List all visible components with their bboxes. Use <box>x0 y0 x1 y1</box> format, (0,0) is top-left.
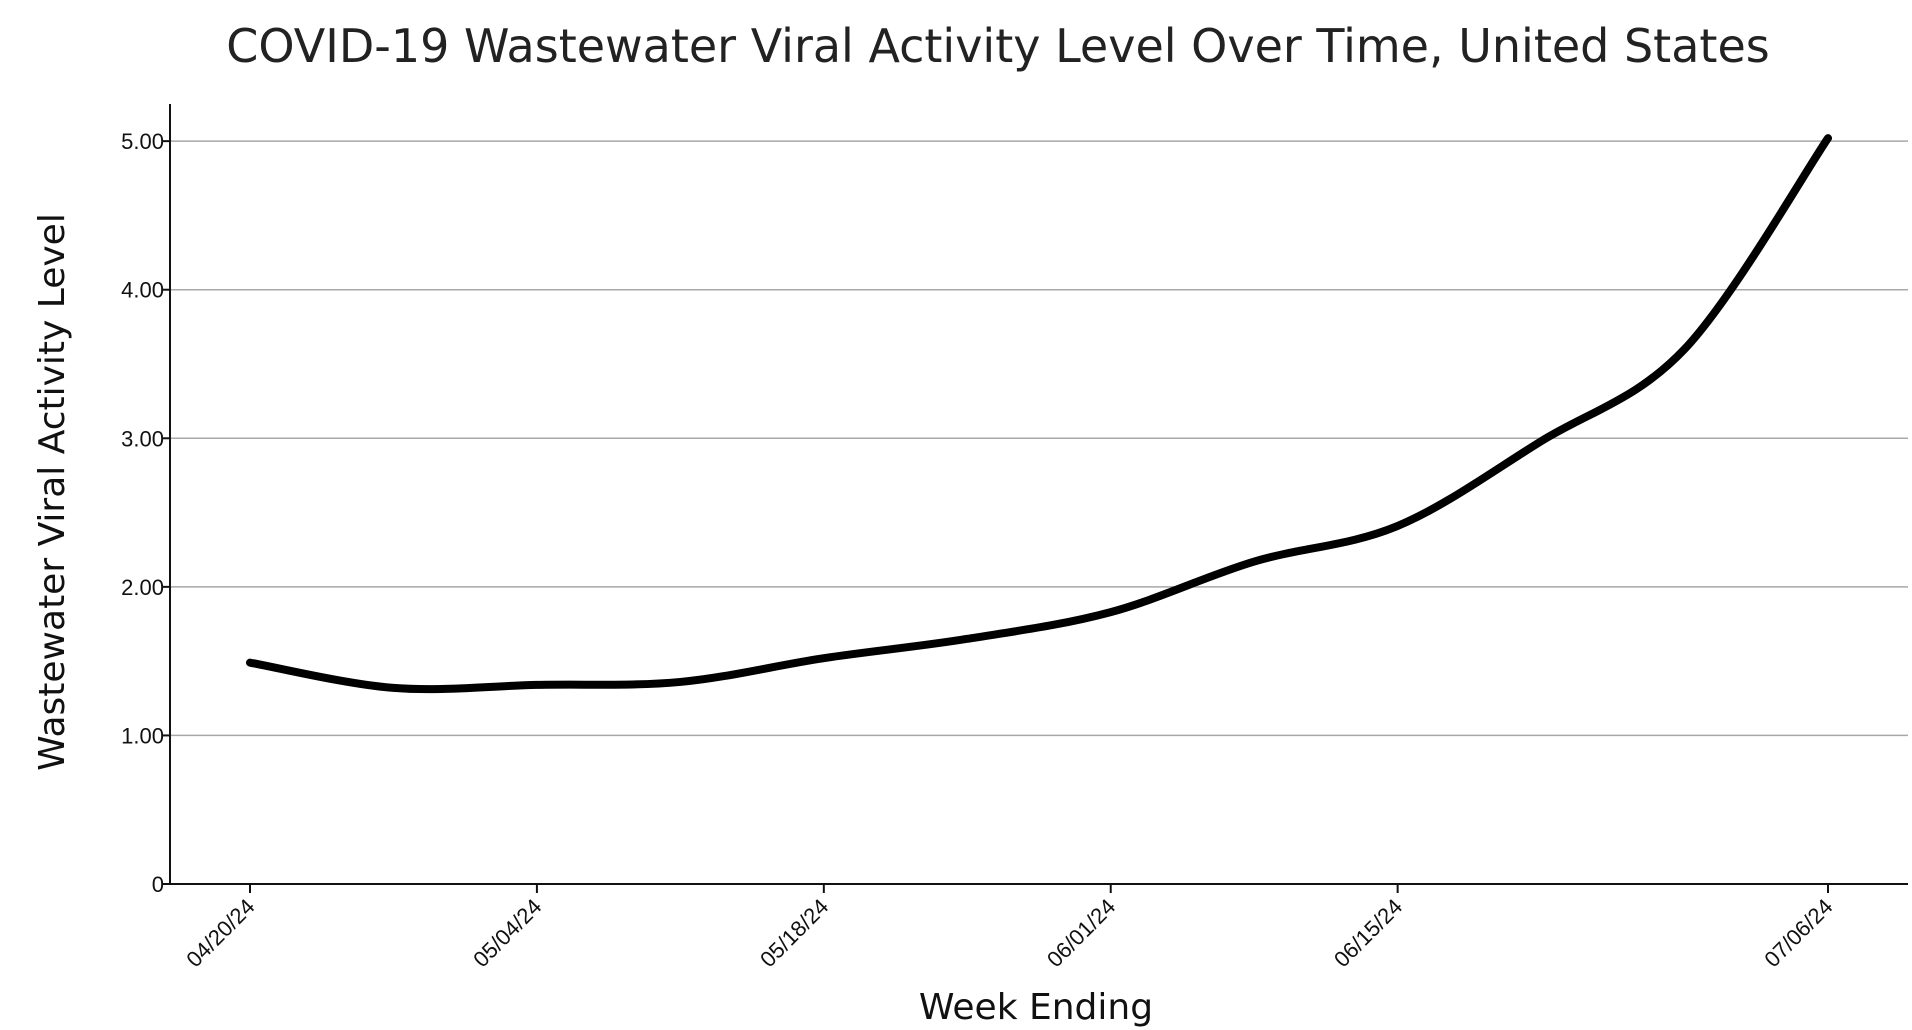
y-tick-label: 1.00 <box>121 723 164 748</box>
x-tick-label: 05/04/24 <box>468 894 546 972</box>
y-tick-label: 4.00 <box>121 278 164 303</box>
x-tick-label: 05/18/24 <box>755 894 833 972</box>
y-tick-label: 5.00 <box>121 129 164 154</box>
y-tick-label: 2.00 <box>121 575 164 600</box>
series-layer <box>246 134 1832 694</box>
x-tick-label: 04/20/24 <box>181 894 259 972</box>
gridlines <box>170 140 1908 737</box>
x-axis-title: Week Ending <box>919 987 1153 1028</box>
y-tick-label: 3.00 <box>121 426 164 451</box>
x-tick-label: 06/15/24 <box>1329 894 1407 972</box>
series-line <box>246 134 1832 694</box>
chart-title: COVID-19 Wastewater Viral Activity Level… <box>226 19 1769 73</box>
x-tick-label: 07/06/24 <box>1759 894 1837 972</box>
y-axis-title: Wastewater Viral Activity Level <box>32 213 73 771</box>
x-tick-label: 06/01/24 <box>1042 894 1120 972</box>
axes: 0 1.00 2.00 3.00 4.00 5.00 04/20/24 05/04/24 05/… <box>121 104 1908 972</box>
y-tick-label: 0 <box>152 872 164 897</box>
